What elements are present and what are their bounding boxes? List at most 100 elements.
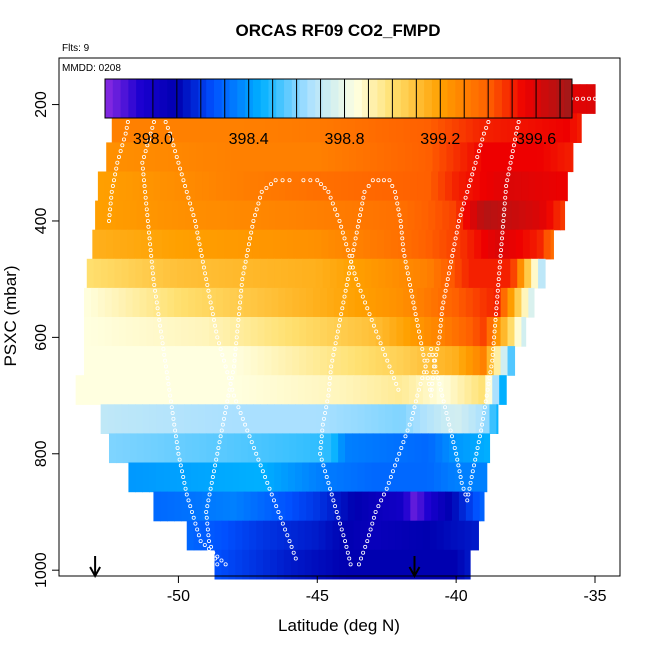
heatmap-cell: [403, 171, 411, 202]
heatmap-cell: [285, 287, 293, 318]
heatmap-cell: [128, 258, 136, 289]
heatmap-cell: [174, 317, 182, 347]
heatmap-cells: [75, 84, 596, 580]
heatmap-cell: [311, 520, 320, 551]
heatmap-cell: [367, 375, 375, 405]
track-point: [207, 294, 212, 299]
track-point: [110, 184, 115, 189]
track-point: [145, 218, 150, 223]
track-point: [370, 178, 375, 183]
colorbar-segment: [213, 79, 223, 118]
track-point: [393, 463, 398, 468]
heatmap-cell: [556, 171, 564, 202]
heatmap-cell: [461, 258, 470, 289]
heatmap-cell: [354, 491, 363, 522]
track-point: [449, 434, 454, 439]
heatmap-cell: [236, 346, 245, 376]
heatmap-cell: [138, 375, 146, 405]
heatmap-cell: [160, 491, 168, 522]
track-point: [489, 364, 494, 369]
heatmap-cell: [321, 142, 329, 173]
heatmap-cell: [357, 462, 366, 493]
track-point: [160, 341, 165, 346]
track-point: [358, 213, 363, 218]
heatmap-cell: [117, 375, 125, 405]
track-point: [338, 521, 343, 526]
heatmap-cell: [383, 229, 392, 260]
track-point: [149, 259, 154, 264]
heatmap-cell: [399, 462, 407, 493]
heatmap-cell: [313, 171, 321, 202]
heatmap-cell: [238, 229, 246, 260]
track-point: [123, 131, 128, 136]
heatmap-cell: [457, 549, 466, 580]
track-point: [447, 422, 452, 427]
heatmap-cell: [215, 287, 224, 318]
heatmap-cell: [365, 200, 374, 231]
heatmap-cell: [215, 346, 224, 376]
track-point: [429, 393, 434, 398]
heatmap-cell: [281, 258, 289, 289]
track-point: [184, 189, 189, 194]
track-point: [397, 451, 402, 456]
track-point: [211, 469, 216, 474]
heatmap-cell: [174, 346, 182, 376]
track-point: [291, 550, 296, 555]
y-tick-label: 800: [33, 440, 50, 467]
track-point: [320, 428, 325, 433]
track-point: [256, 201, 261, 206]
track-point: [326, 480, 331, 485]
heatmap-cell: [386, 200, 395, 231]
track-point: [502, 207, 507, 212]
heatmap-cell: [281, 462, 289, 493]
track-point: [344, 544, 349, 549]
heatmap-cell: [271, 113, 279, 143]
track-point: [256, 457, 261, 462]
heatmap-cell: [240, 433, 249, 464]
heatmap-cell: [375, 317, 384, 347]
track-point: [456, 463, 461, 468]
track-point: [515, 125, 520, 130]
colorbar-segment: [439, 79, 448, 118]
track-point: [436, 376, 441, 381]
heatmap-cell: [395, 549, 403, 580]
heatmap-cell: [501, 229, 510, 260]
heatmap-cell: [278, 491, 286, 522]
heatmap-cell: [304, 520, 313, 551]
heatmap-cell: [426, 404, 435, 434]
heatmap-cell: [132, 171, 141, 202]
heatmap-cell: [571, 142, 574, 173]
track-point: [448, 265, 453, 270]
track-point: [197, 242, 202, 247]
heatmap-cell: [514, 317, 523, 347]
track-point: [496, 277, 501, 282]
heatmap-cell: [152, 375, 160, 405]
heatmap-cell: [556, 113, 564, 143]
heatmap-cell: [500, 113, 509, 143]
heatmap-cell: [124, 375, 132, 405]
heatmap-cell: [271, 287, 279, 318]
heatmap-cell: [210, 229, 218, 260]
track-point: [340, 306, 345, 311]
heatmap-cell: [501, 142, 510, 173]
heatmap-cell: [292, 491, 300, 522]
heatmap-cell: [135, 404, 143, 434]
colorbar-segment: [237, 79, 246, 118]
heatmap-cell: [389, 113, 398, 143]
heatmap-cell: [163, 462, 171, 493]
heatmap-cell: [489, 404, 498, 434]
colorbar-segment: [112, 79, 122, 118]
heatmap-cell: [424, 317, 432, 347]
heatmap-cell: [364, 404, 373, 434]
track-point: [408, 282, 413, 287]
heatmap-cell: [274, 462, 282, 493]
track-point: [340, 230, 345, 235]
heatmap-cell: [214, 549, 223, 580]
track-point: [450, 253, 455, 258]
track-point: [475, 154, 480, 159]
heatmap-cell: [507, 171, 516, 202]
heatmap-cell: [538, 258, 546, 289]
heatmap-cell: [177, 462, 185, 493]
heatmap-cell: [261, 200, 270, 231]
heatmap-cell: [267, 462, 275, 493]
